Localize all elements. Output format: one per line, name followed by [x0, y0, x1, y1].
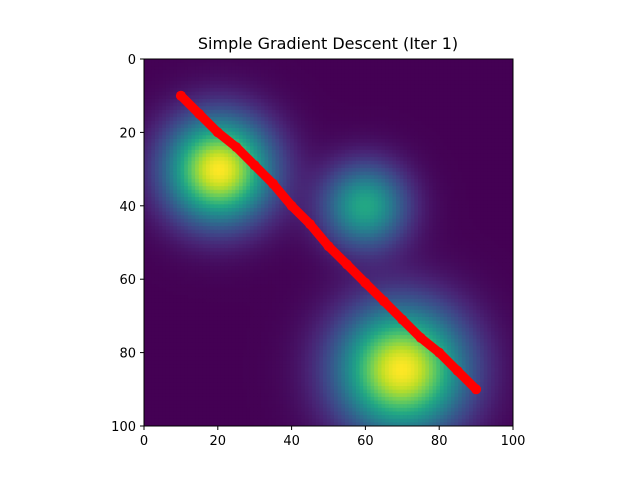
path-point: [397, 314, 408, 325]
x-tick-label: 0: [140, 434, 148, 449]
path-point: [305, 219, 316, 230]
path-point: [286, 200, 297, 211]
descent-path: [175, 90, 482, 395]
y-tick-label: 20: [119, 126, 136, 141]
chart-title: Simple Gradient Descent (Iter 1): [198, 34, 458, 53]
x-tick-label: 80: [431, 434, 448, 449]
path-point: [360, 277, 371, 288]
y-axis: 0 20 40 60 80 100: [111, 53, 144, 435]
y-tick-label: 40: [119, 200, 136, 215]
x-tick-label: 20: [210, 434, 227, 449]
path-point: [452, 365, 463, 376]
x-tick-label: 40: [283, 434, 300, 449]
y-tick-label: 100: [111, 420, 136, 435]
y-tick-label: 80: [119, 347, 136, 362]
heatmap: [144, 59, 513, 426]
path-point: [471, 384, 482, 395]
path-point: [323, 241, 334, 252]
path-point: [231, 142, 242, 153]
path-point: [378, 296, 389, 307]
path-point: [249, 160, 260, 171]
path-point: [175, 90, 186, 101]
plot-frame: [143, 58, 514, 427]
path-point: [342, 259, 352, 270]
x-tick-label: 100: [501, 434, 526, 449]
path-point: [434, 347, 445, 358]
path-point: [212, 127, 223, 138]
x-axis: 0 20 40 60 80 100: [140, 426, 526, 449]
path-point: [194, 109, 205, 119]
path-point: [415, 332, 426, 343]
y-tick-label: 0: [128, 53, 136, 68]
x-tick-label: 60: [357, 434, 374, 449]
path-point: [268, 178, 279, 189]
y-tick-label: 60: [119, 273, 136, 288]
